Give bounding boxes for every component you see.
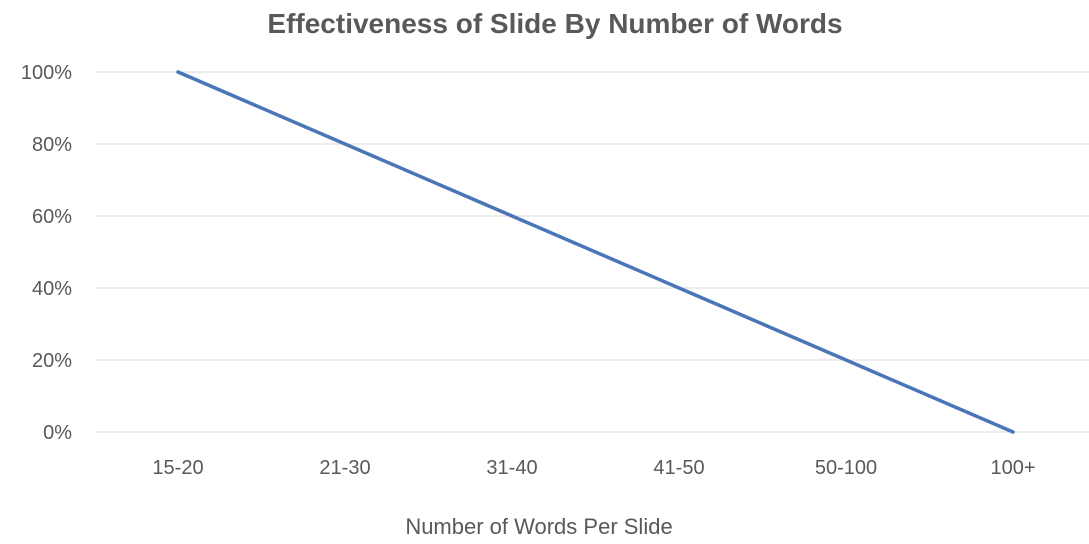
x-tick-label: 100+	[990, 457, 1035, 479]
x-tick-label: 50-100	[815, 457, 877, 479]
y-tick-label: 100%	[21, 62, 72, 84]
chart-title: Effectiveness of Slide By Number of Word…	[267, 8, 842, 39]
x-tick-label: 21-30	[319, 457, 370, 479]
x-tick-label: 15-20	[152, 457, 203, 479]
y-tick-label: 80%	[32, 134, 72, 156]
x-axis-tick-labels: 15-20 21-30 31-40 41-50 50-100 100+	[152, 457, 1035, 479]
y-tick-label: 60%	[32, 206, 72, 228]
y-tick-label: 20%	[32, 350, 72, 372]
x-tick-label: 41-50	[653, 457, 704, 479]
series-line	[176, 70, 1015, 434]
gridlines	[95, 71, 1089, 433]
series-lines	[176, 70, 1015, 434]
y-tick-label: 40%	[32, 278, 72, 300]
y-tick-label: 0%	[43, 422, 72, 444]
y-axis-tick-labels: 0% 20% 40% 60% 80% 100%	[21, 62, 72, 444]
x-axis-label: Number of Words Per Slide	[405, 514, 672, 539]
x-tick-label: 31-40	[486, 457, 537, 479]
